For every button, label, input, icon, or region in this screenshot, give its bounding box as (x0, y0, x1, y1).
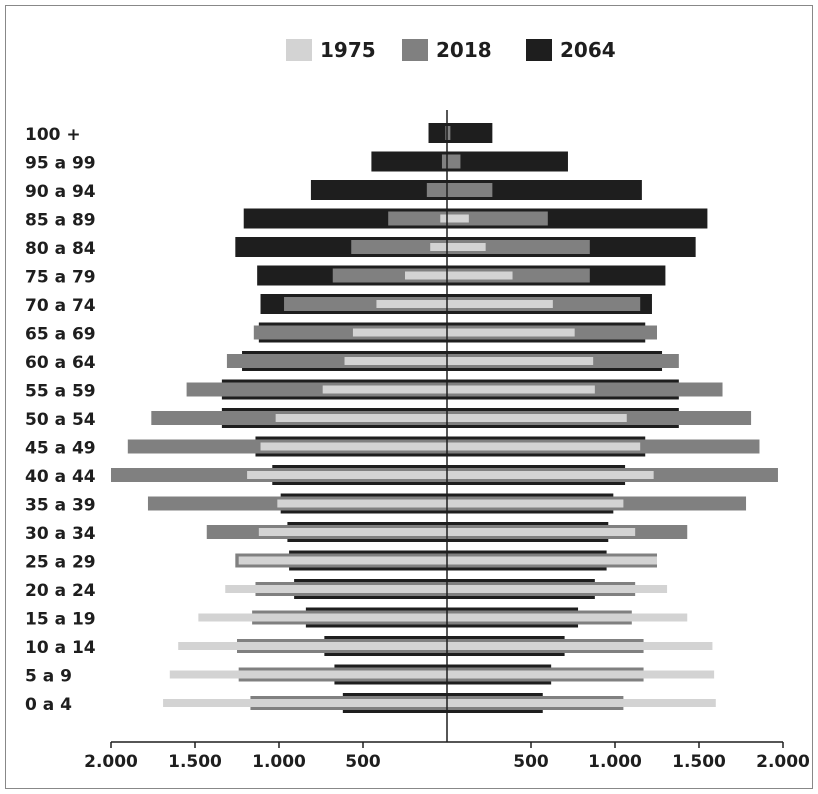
bar-1975-left (260, 442, 447, 451)
x-tick-label: 1.000 (252, 752, 306, 772)
y-tick-label: 50 a 54 (25, 410, 96, 430)
y-tick-label: 100 + (25, 125, 81, 145)
legend-label-1975: 1975 (320, 38, 376, 62)
bar-1975-right (447, 642, 713, 650)
y-tick-label: 75 a 79 (25, 268, 96, 288)
bar-2018-left (388, 211, 447, 226)
legend-item-2018: 2018 (402, 38, 492, 62)
bar-1975-left (322, 385, 447, 394)
bar-2018-right (447, 183, 493, 197)
bar-2064-left (371, 151, 447, 172)
y-tick-label: 45 a 49 (25, 439, 96, 459)
bar-2064-right (447, 123, 493, 143)
x-tick-label: 500 (345, 752, 381, 772)
bar-1975-left (344, 357, 447, 365)
legend-label-2064: 2064 (560, 38, 616, 62)
y-tick-label: 40 a 44 (25, 467, 96, 487)
y-tick-label: 10 a 14 (25, 638, 96, 658)
bar-2064-right (447, 180, 642, 200)
bar-1975-right (447, 670, 715, 679)
bar-1975-left (238, 556, 447, 565)
bar-1975-right (447, 528, 636, 536)
x-tick-label: 500 (513, 752, 549, 772)
y-tick-label: 85 a 89 (25, 211, 96, 231)
legend-swatch-2064 (526, 39, 552, 61)
y-tick-label: 35 a 39 (25, 496, 96, 516)
bar-2064-left (428, 123, 447, 143)
y-tick-label: 20 a 24 (25, 581, 96, 601)
bar-1975-right (447, 556, 657, 565)
x-tick-label: 2.000 (756, 752, 810, 772)
bar-1975-right (447, 442, 641, 451)
bar-1975-right (447, 357, 594, 365)
bar-1975-left (440, 214, 447, 223)
y-tick-label: 70 a 74 (25, 296, 96, 316)
bar-1975-left (169, 670, 448, 679)
bar-1975-left (163, 699, 447, 707)
x-tick-label: 1.000 (588, 752, 642, 772)
bar-2018-right (447, 154, 461, 169)
y-tick-label: 15 a 19 (25, 610, 96, 630)
legend-swatch-1975 (286, 39, 312, 61)
bar-1975-left (376, 300, 447, 308)
bar-1975-left (352, 328, 447, 337)
bar-1975-right (447, 499, 624, 508)
legend-label-2018: 2018 (436, 38, 492, 62)
bar-1975-left (405, 271, 447, 280)
bar-1975-right (447, 300, 553, 308)
legend-item-1975: 1975 (286, 38, 376, 62)
bar-2018-left (426, 183, 447, 197)
bar-1975-left (277, 499, 447, 508)
legend-item-2064: 2064 (526, 38, 616, 62)
bar-1975-right (447, 243, 486, 251)
y-tick-label: 55 a 59 (25, 382, 96, 402)
bar-1975-right (447, 214, 469, 223)
bar-2064-left (310, 180, 447, 200)
bar-2018-right (447, 126, 451, 140)
bar-2018-left (351, 240, 447, 254)
bar-1975-left (198, 613, 447, 622)
bar-1975-left (275, 414, 447, 422)
legend-swatch-2018 (402, 39, 428, 61)
y-tick-label: 65 a 69 (25, 325, 96, 345)
bar-1975-right (447, 385, 595, 394)
bar-2018-left (445, 126, 447, 140)
y-tick-label: 80 a 84 (25, 239, 96, 259)
y-tick-label: 0 a 4 (25, 695, 72, 715)
y-tick-label: 90 a 94 (25, 182, 96, 202)
y-tick-label: 5 a 9 (25, 667, 72, 687)
bar-2018-right (447, 211, 548, 226)
bar-1975-right (447, 699, 716, 707)
x-tick-label: 1.500 (168, 752, 222, 772)
y-tick-label: 60 a 64 (25, 353, 96, 373)
bar-1975-right (447, 414, 627, 422)
bar-1975-right (447, 271, 513, 280)
x-tick-label: 1.500 (672, 752, 726, 772)
bar-1975-right (447, 585, 668, 593)
bar-1975-right (447, 471, 654, 479)
bar-1975-left (247, 471, 447, 479)
bar-1975-right (447, 328, 575, 337)
bar-1975-right (447, 613, 688, 622)
bar-1975-left (258, 528, 447, 536)
bar-1975-left (225, 585, 447, 593)
bar-1975-left (430, 243, 447, 251)
bar-2064-right (447, 151, 568, 172)
x-tick-label: 2.000 (84, 752, 138, 772)
bar-2018-left (441, 154, 447, 169)
y-tick-label: 30 a 34 (25, 524, 96, 544)
y-tick-label: 95 a 99 (25, 154, 96, 174)
bar-1975-left (178, 642, 447, 650)
y-tick-label: 25 a 29 (25, 553, 96, 573)
